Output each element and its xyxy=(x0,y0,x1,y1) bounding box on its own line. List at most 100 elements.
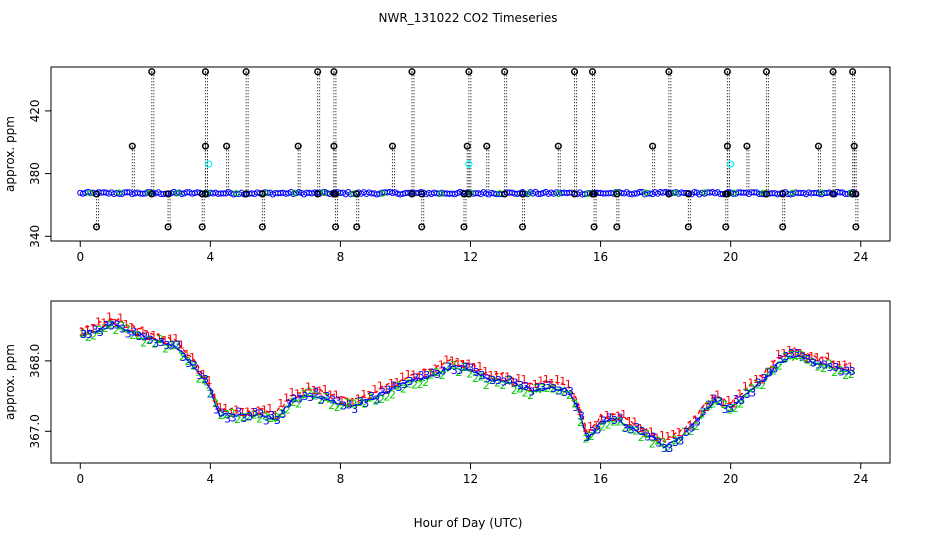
series-marker-2: 2 xyxy=(96,324,103,337)
series-marker-2: 2 xyxy=(284,403,291,416)
series-marker-1: 1 xyxy=(847,360,854,373)
series-marker-3: 3 xyxy=(705,399,712,412)
series-marker-2: 2 xyxy=(223,408,230,421)
series-marker-1: 1 xyxy=(814,351,821,364)
series-point xyxy=(262,190,269,197)
series-marker-1: 1 xyxy=(371,383,378,396)
series-marker-1: 1 xyxy=(493,369,500,382)
flag-marker xyxy=(518,190,527,198)
series-marker-3: 3 xyxy=(594,424,601,437)
flag-marker-dot xyxy=(725,193,727,195)
series-marker-3: 3 xyxy=(147,334,154,347)
series-marker-3: 3 xyxy=(506,373,513,386)
series-point xyxy=(379,190,386,197)
flag-marker xyxy=(722,223,730,231)
flag-marker xyxy=(762,68,770,76)
series-marker-3: 3 xyxy=(434,368,441,381)
flag-marker-dot xyxy=(765,71,768,73)
series-marker-3: 3 xyxy=(478,369,485,382)
series-marker-2: 2 xyxy=(394,380,401,393)
series-marker-3: 3 xyxy=(832,361,839,374)
series-marker-3: 3 xyxy=(556,385,563,398)
series-marker-1: 1 xyxy=(510,375,517,388)
series-marker-1: 1 xyxy=(753,373,760,386)
series-line-1 xyxy=(80,317,852,443)
series-point xyxy=(826,189,833,196)
series-marker-2: 2 xyxy=(306,386,313,399)
series-marker-3: 3 xyxy=(395,381,402,394)
flag-marker-dot xyxy=(591,193,594,195)
series-marker-3: 3 xyxy=(517,379,524,392)
series-marker-3: 3 xyxy=(484,372,491,385)
series-marker-1: 1 xyxy=(620,408,627,421)
series-marker-1: 1 xyxy=(233,404,240,417)
series-marker-1: 1 xyxy=(504,371,511,384)
series-marker-1: 1 xyxy=(327,389,334,402)
series-marker-3: 3 xyxy=(279,408,286,421)
series-marker-3: 3 xyxy=(136,330,143,343)
flag-marker-dot xyxy=(782,193,784,195)
series-marker-2: 2 xyxy=(240,411,247,424)
flag-marker-dot xyxy=(204,71,207,73)
series-marker-3: 3 xyxy=(313,386,320,399)
series-marker-3: 3 xyxy=(749,387,756,400)
series-marker-1: 1 xyxy=(211,391,218,404)
flag-marker xyxy=(829,190,837,198)
flag-marker-dot xyxy=(521,226,524,228)
series-marker-2: 2 xyxy=(654,434,661,447)
series-marker-2: 2 xyxy=(848,368,855,381)
series-marker-2: 2 xyxy=(472,372,479,385)
flag-marker-dot xyxy=(468,71,470,73)
series-marker-2: 2 xyxy=(450,359,457,372)
series-marker-3: 3 xyxy=(257,407,264,420)
flag-marker-dot xyxy=(245,71,247,73)
flag-marker-dot xyxy=(333,193,335,195)
flag-marker-dot xyxy=(334,193,337,195)
series-marker-1: 1 xyxy=(194,364,201,377)
series-marker-2: 2 xyxy=(726,404,733,417)
flag-marker-dot xyxy=(573,193,576,195)
flag-marker-dot xyxy=(668,71,670,73)
series-marker-1: 1 xyxy=(731,397,738,410)
series-marker-1: 1 xyxy=(244,406,251,419)
flag-marker-dot xyxy=(95,226,98,228)
series-marker-2: 2 xyxy=(527,389,534,402)
flag-marker xyxy=(762,190,770,198)
series-marker-3: 3 xyxy=(274,414,281,427)
bottom-plot-area: 1111111111111111111111111111111111111111… xyxy=(78,310,855,455)
series-marker-1: 1 xyxy=(692,413,699,426)
series-marker-1: 1 xyxy=(532,378,539,391)
flag-marker xyxy=(723,68,731,76)
series-marker-2: 2 xyxy=(118,319,125,332)
series-marker-2: 2 xyxy=(488,374,495,387)
series-marker-1: 1 xyxy=(709,393,716,406)
top-plot-area xyxy=(77,68,860,231)
series-marker-2: 2 xyxy=(411,379,418,392)
series-marker-3: 3 xyxy=(467,361,474,374)
x-axis-label: Hour of Day (UTC) xyxy=(414,516,523,530)
series-marker-2: 2 xyxy=(201,373,208,386)
series-marker-3: 3 xyxy=(606,412,613,425)
series-marker-1: 1 xyxy=(631,416,638,429)
series-marker-2: 2 xyxy=(157,333,164,346)
flag-marker-dot xyxy=(151,71,153,73)
series-marker-1: 1 xyxy=(642,427,649,440)
series-marker-3: 3 xyxy=(683,426,690,439)
flag-marker xyxy=(722,190,730,198)
flag-marker xyxy=(460,223,468,231)
series-marker-2: 2 xyxy=(765,366,772,379)
series-marker-2: 2 xyxy=(676,435,683,448)
top-panel-ylabel: approx. ppm xyxy=(3,116,17,192)
flag-marker xyxy=(314,190,322,198)
series-marker-1: 1 xyxy=(123,318,130,331)
series-marker-3: 3 xyxy=(583,431,590,444)
series-point xyxy=(525,190,533,197)
series-marker-3: 3 xyxy=(114,319,121,332)
series-marker-2: 2 xyxy=(107,319,114,332)
series-point xyxy=(438,190,445,197)
top-y-axis: 340 380 420 xyxy=(28,99,51,248)
series-marker-1: 1 xyxy=(819,355,826,368)
series-point xyxy=(537,190,544,197)
flag-marker-dot xyxy=(317,193,319,195)
flag-marker xyxy=(571,190,579,198)
